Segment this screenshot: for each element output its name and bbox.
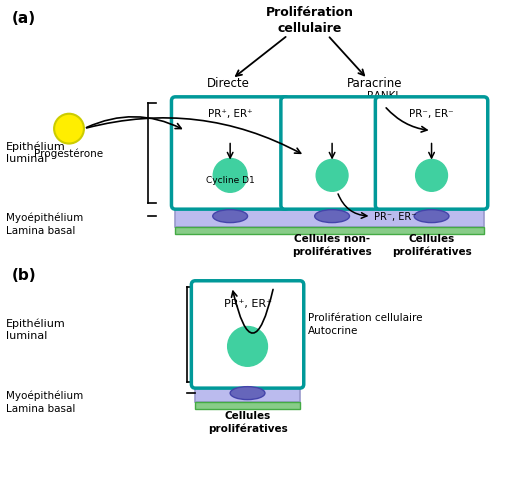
Text: PR⁻, ER⁻: PR⁻, ER⁻ [374,212,417,222]
FancyBboxPatch shape [171,97,289,209]
FancyBboxPatch shape [375,97,488,209]
Circle shape [416,159,448,192]
Text: Lamina basal: Lamina basal [6,226,76,236]
FancyBboxPatch shape [281,97,383,209]
Text: Myoépithélium: Myoépithélium [6,390,83,401]
Text: Epithélium
luminal: Epithélium luminal [6,318,66,341]
Circle shape [213,158,247,192]
Text: PR⁺, ER⁺: PR⁺, ER⁺ [208,109,252,119]
Ellipse shape [414,210,449,223]
Text: Myoépithélium: Myoépithélium [6,212,83,223]
Bar [195,384,300,402]
Text: Lamina basal: Lamina basal [6,404,76,414]
Text: (b): (b) [11,268,36,283]
Bar [195,402,300,409]
Text: Epithélium
luminal: Epithélium luminal [6,141,66,164]
Circle shape [316,159,348,192]
Text: RANKL
Wnt4: RANKL Wnt4 [367,91,401,112]
Text: Cycline D1: Cycline D1 [206,176,254,185]
Text: Cellules
prolifératives: Cellules prolifératives [392,234,471,257]
Text: PR⁺, ER⁺: PR⁺, ER⁺ [224,299,271,309]
Text: Prolifération cellulaire
Autocrine: Prolifération cellulaire Autocrine [308,313,422,336]
Text: Cellules non-
prolifératives: Cellules non- prolifératives [292,234,372,257]
Text: PR⁻, ER⁻: PR⁻, ER⁻ [409,109,454,119]
Text: Prolifération
cellulaire: Prolifération cellulaire [266,6,354,36]
Circle shape [228,326,267,366]
Circle shape [54,114,84,144]
Ellipse shape [315,210,350,223]
Bar [176,227,484,234]
Bar [176,205,484,227]
Text: Paracrine: Paracrine [347,77,402,90]
Text: Cellules
prolifératives: Cellules prolifératives [208,411,287,434]
Text: (a): (a) [11,12,36,26]
Ellipse shape [230,387,265,399]
Ellipse shape [213,210,248,223]
Text: Progestérone: Progestérone [35,148,104,159]
Text: Directe: Directe [207,77,250,90]
FancyBboxPatch shape [192,281,304,388]
